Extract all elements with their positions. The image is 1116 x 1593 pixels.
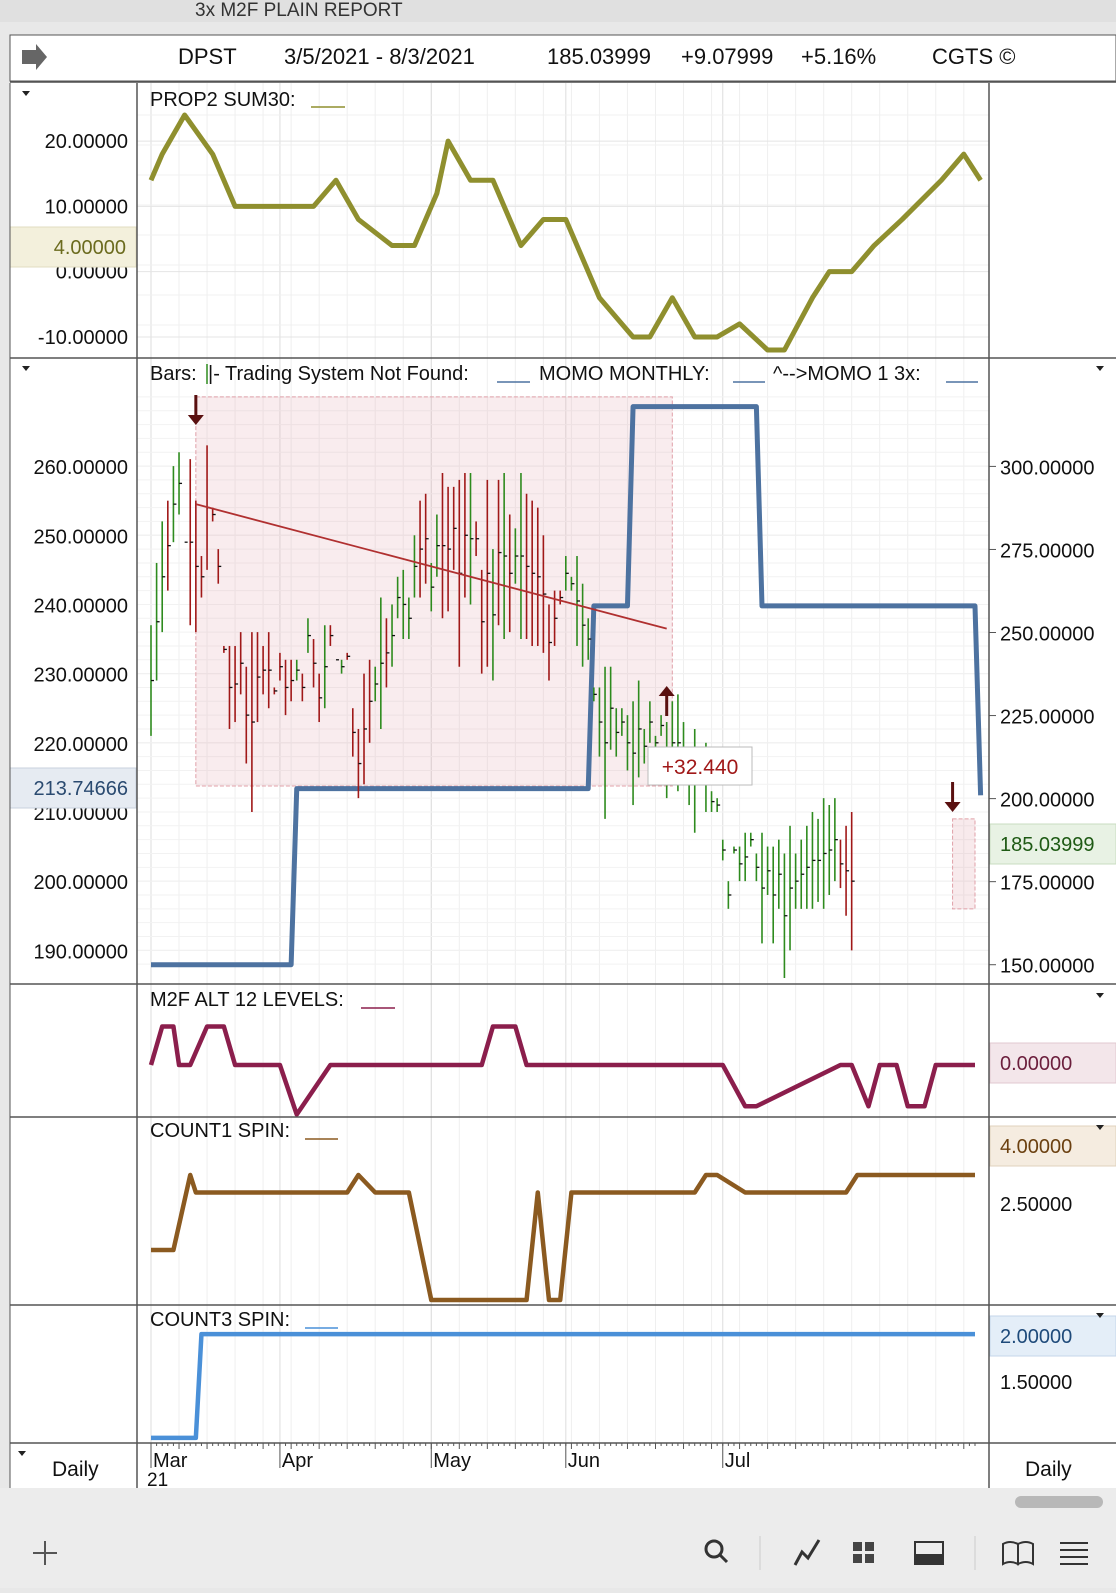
panel-menu-icon[interactable] [18, 1451, 26, 1456]
footer-right-label[interactable]: Daily [1025, 1458, 1072, 1481]
header-brand: CGTS © [932, 44, 1015, 69]
grid-layout-icon[interactable] [853, 1542, 874, 1563]
panel-title: M2F ALT 12 LEVELS: [150, 989, 344, 1011]
x-tick-label: Mar [153, 1450, 188, 1472]
panel-menu-icon[interactable] [1096, 993, 1104, 998]
trade-profit-label: +32.440 [662, 756, 739, 779]
buy-arrow-icon [658, 686, 675, 696]
x-tick-label: Jul [725, 1450, 751, 1472]
right-y-tick-label: 4.00000 [1000, 1136, 1072, 1158]
last-value-box [989, 1315, 1116, 1357]
y-tick-label: 250.00000 [33, 526, 128, 548]
y-tick-label: 20.00000 [45, 131, 128, 153]
y-tick-label: -10.00000 [38, 327, 128, 349]
panel-title: COUNT3 SPIN: [150, 1309, 290, 1331]
right-y-tick-label: 175.00000 [1000, 873, 1095, 895]
last-value-box [989, 823, 1116, 865]
y-tick-label: 230.00000 [33, 665, 128, 687]
count1-series-line [151, 1172, 975, 1303]
right-y-tick-label: 275.00000 [1000, 540, 1095, 562]
right-y-tick-label: 150.00000 [1000, 956, 1095, 978]
header-change-pct: +5.16% [801, 44, 876, 69]
panel-menu-icon[interactable] [22, 366, 30, 371]
y-tick-label: 200.00000 [33, 872, 128, 894]
trade-range-box [195, 396, 673, 787]
right-y-tick-label: 300.00000 [1000, 457, 1095, 479]
right-y-tick-label: 200.00000 [1000, 790, 1095, 812]
last-value-box [989, 1042, 1116, 1084]
last-value-label: 213.74666 [33, 778, 128, 800]
trend-line [195, 503, 667, 630]
search-icon[interactable] [704, 1539, 729, 1564]
prop2-series-line [148, 112, 983, 353]
header-price: 185.03999 [547, 44, 651, 69]
last-value-label: 185.03999 [1000, 834, 1095, 856]
x-tick-label: Apr [282, 1450, 313, 1472]
last-value-box [9, 767, 137, 809]
header-date-range: 3/5/2021 - 8/3/2021 [284, 44, 475, 69]
right-y-tick-label: 2.50000 [1000, 1194, 1072, 1216]
right-y-tick-label: 250.00000 [1000, 624, 1095, 646]
y-tick-label: 240.00000 [33, 595, 128, 617]
legend-label: Bars: [150, 363, 197, 385]
line-chart-icon[interactable] [793, 1539, 821, 1566]
right-y-tick-label: 0.00000 [1000, 1053, 1072, 1075]
list-menu-icon[interactable] [1060, 1542, 1088, 1565]
sell-arrow-icon [187, 415, 204, 425]
momo-series-line [151, 404, 984, 968]
x-tick-label: Jun [568, 1450, 600, 1472]
m2f-series-line [148, 1024, 975, 1117]
y-tick-label: 220.00000 [33, 734, 128, 756]
book-icon[interactable] [1002, 1541, 1034, 1566]
panel-menu-icon[interactable] [1096, 1313, 1104, 1318]
footer-left-label[interactable]: Daily [52, 1458, 99, 1481]
panel-menu-icon[interactable] [1096, 366, 1104, 371]
panel-title: COUNT1 SPIN: [150, 1120, 290, 1142]
x-axis-year-label: 21 [147, 1470, 168, 1491]
panel-menu-icon[interactable] [22, 91, 30, 96]
legend-label: MOMO MONTHLY: [539, 363, 710, 385]
sell-arrow-icon [944, 802, 961, 812]
right-y-tick-label: 225.00000 [1000, 707, 1095, 729]
right-y-tick-label: 1.50000 [1000, 1372, 1072, 1394]
panel-menu-icon[interactable] [1096, 1125, 1104, 1130]
panel-layout-icon[interactable] [914, 1541, 944, 1565]
y-tick-label: 260.00000 [33, 457, 128, 479]
header-symbol: DPST [178, 44, 237, 69]
arrow-right-icon[interactable] [22, 44, 47, 70]
legend-label: |- Trading System Not Found: [208, 363, 469, 385]
y-tick-label: 190.00000 [33, 941, 128, 963]
y-tick-label: 10.00000 [45, 196, 128, 218]
window-title: 3x M2F PLAIN REPORT [195, 0, 403, 21]
trade-label-box [647, 746, 753, 786]
horizontal-scrollbar[interactable] [1015, 1496, 1103, 1508]
panel-title: PROP2 SUM30: [150, 89, 296, 111]
last-value-box [989, 1125, 1116, 1167]
legend-label: ^-->MOMO 1 3x: [773, 363, 921, 385]
add-icon[interactable] [33, 1541, 57, 1565]
x-tick-label: May [433, 1450, 471, 1472]
right-y-tick-label: 2.00000 [1000, 1326, 1072, 1348]
header-change: +9.07999 [681, 44, 773, 69]
last-value-label: 4.00000 [54, 237, 126, 259]
count3-series-line [151, 1331, 975, 1441]
trade-range-box [952, 818, 976, 910]
last-value-box [9, 226, 137, 268]
